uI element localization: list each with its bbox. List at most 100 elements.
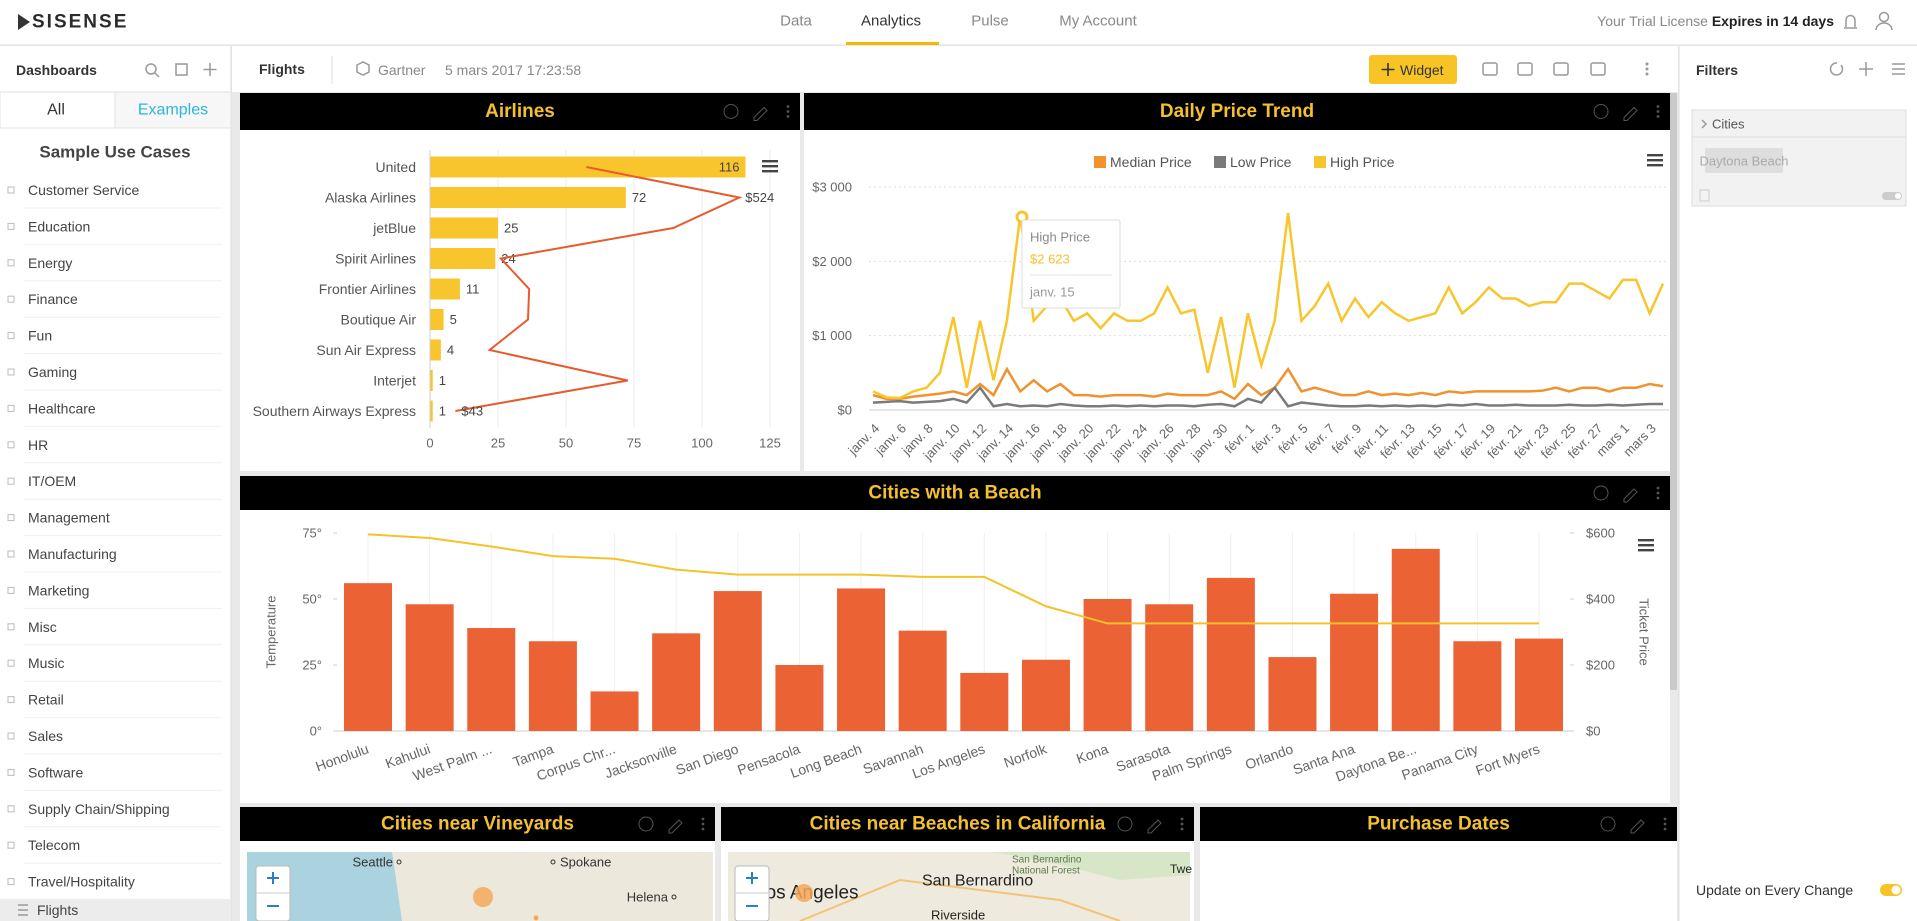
chart-menu-icon[interactable] <box>1647 164 1663 167</box>
logo[interactable]: SISENSE <box>18 12 128 33</box>
edit-icon[interactable] <box>1630 819 1645 834</box>
chart-menu-icon[interactable] <box>762 170 778 173</box>
more-icon[interactable] <box>1656 110 1660 113</box>
check-icon[interactable] <box>175 63 188 76</box>
list-item[interactable]: Supply Chain/Shipping <box>28 801 170 817</box>
list-item[interactable]: Misc <box>28 619 57 635</box>
list-item[interactable]: Sales <box>28 728 63 744</box>
y-axis-title: Temperature <box>264 596 279 669</box>
legend-swatch[interactable] <box>1314 156 1326 168</box>
edit-icon[interactable] <box>1623 488 1638 503</box>
more-icon[interactable] <box>1645 67 1649 71</box>
chart-menu-icon[interactable] <box>762 165 778 168</box>
info-icon[interactable] <box>1117 816 1133 832</box>
bell-icon[interactable] <box>1844 14 1857 29</box>
more-icon[interactable] <box>1656 115 1660 118</box>
list-item[interactable]: Healthcare <box>28 400 96 416</box>
search-icon[interactable] <box>145 63 157 75</box>
edit-icon[interactable] <box>1623 106 1638 121</box>
list-item[interactable]: Gaming <box>28 364 77 380</box>
info-icon[interactable] <box>638 816 654 832</box>
nav-item[interactable]: Data <box>780 13 812 30</box>
more-icon[interactable] <box>786 110 790 113</box>
map-dot <box>396 859 402 865</box>
legend-label[interactable]: Median Price <box>1110 154 1192 170</box>
nav-item[interactable]: Pulse <box>971 13 1009 30</box>
more-icon[interactable] <box>1656 105 1660 108</box>
more-icon[interactable] <box>701 822 705 826</box>
more-icon[interactable] <box>701 817 705 821</box>
more-icon[interactable] <box>1180 827 1184 831</box>
list-item[interactable]: Education <box>28 218 90 234</box>
list-item[interactable]: Music <box>28 655 65 671</box>
zoom-control[interactable] <box>734 865 770 921</box>
widget-button[interactable]: Widget <box>1369 55 1457 84</box>
tab-examples[interactable] <box>114 91 232 129</box>
chart-menu-icon[interactable] <box>1638 544 1654 547</box>
legend-label[interactable]: Low Price <box>1230 154 1292 170</box>
list-item[interactable]: Energy <box>28 255 72 271</box>
add-icon[interactable] <box>203 63 217 76</box>
user-icon[interactable] <box>1875 11 1893 31</box>
more-icon[interactable] <box>1663 822 1667 826</box>
edit-icon[interactable] <box>668 819 683 834</box>
list-item[interactable]: Software <box>28 764 83 780</box>
info-icon[interactable] <box>1593 485 1609 501</box>
map-road <box>799 878 1121 921</box>
zoom-control[interactable] <box>255 865 291 921</box>
list-item[interactable]: Finance <box>28 291 78 307</box>
info-icon[interactable] <box>723 104 739 119</box>
sidebar <box>0 46 231 921</box>
list-item[interactable]: Fun <box>28 328 52 344</box>
more-icon[interactable] <box>1663 827 1667 831</box>
more-icon[interactable] <box>1645 62 1649 66</box>
list-item[interactable]: Manufacturing <box>28 546 117 562</box>
legend-swatch[interactable] <box>1214 156 1226 168</box>
add-filter-icon[interactable] <box>1859 62 1873 76</box>
edit-icon[interactable] <box>1147 819 1162 834</box>
menu-icon[interactable] <box>1892 63 1905 75</box>
more-icon[interactable] <box>1656 491 1660 495</box>
edit-icon[interactable] <box>753 106 768 121</box>
more-icon[interactable] <box>1180 822 1184 826</box>
info-icon[interactable] <box>1600 816 1616 832</box>
list-item[interactable]: Retail <box>28 692 64 708</box>
reset-icon[interactable] <box>1829 62 1844 76</box>
filter-field: Cities <box>1712 117 1745 132</box>
chart-menu-icon[interactable] <box>1638 549 1654 552</box>
nav-item[interactable]: Analytics <box>861 13 921 30</box>
list-item[interactable]: HR <box>28 437 48 453</box>
bar <box>430 309 444 330</box>
more-icon[interactable] <box>701 827 705 831</box>
chart-menu-icon[interactable] <box>1647 159 1663 162</box>
tool-icon[interactable] <box>1553 62 1569 76</box>
more-icon[interactable] <box>1645 72 1649 76</box>
list-item[interactable]: Customer Service <box>28 182 139 198</box>
more-icon[interactable] <box>1663 817 1667 821</box>
more-icon[interactable] <box>1656 496 1660 500</box>
more-icon[interactable] <box>786 115 790 118</box>
more-icon[interactable] <box>1180 817 1184 821</box>
chart-menu-icon[interactable] <box>762 160 778 163</box>
filter-chip[interactable] <box>1705 148 1783 173</box>
nav-item[interactable]: My Account <box>1059 13 1137 30</box>
legend-label[interactable]: High Price <box>1330 154 1395 170</box>
widget-frames: Airlines Daily Price Trend Cities with a B… <box>240 93 1677 921</box>
list-item[interactable]: IT/OEM <box>28 473 76 489</box>
trash-icon[interactable] <box>1699 189 1710 202</box>
list-item[interactable]: Telecom <box>28 837 80 853</box>
list-bullet <box>7 732 15 740</box>
chart-menu-icon[interactable] <box>1647 154 1663 157</box>
tool-icon[interactable] <box>1590 62 1606 76</box>
list-item[interactable]: Marketing <box>28 582 89 598</box>
more-icon[interactable] <box>1656 486 1660 490</box>
legend-swatch[interactable] <box>1094 156 1106 168</box>
more-icon[interactable] <box>786 105 790 108</box>
selected-row[interactable] <box>0 899 231 921</box>
tool-icon[interactable] <box>1517 62 1533 76</box>
info-icon[interactable] <box>1593 104 1609 119</box>
chart-menu-icon[interactable] <box>1638 539 1654 542</box>
tool-icon[interactable] <box>1482 62 1498 76</box>
list-item[interactable]: Travel/Hospitality <box>28 874 135 890</box>
list-item[interactable]: Management <box>28 510 110 526</box>
